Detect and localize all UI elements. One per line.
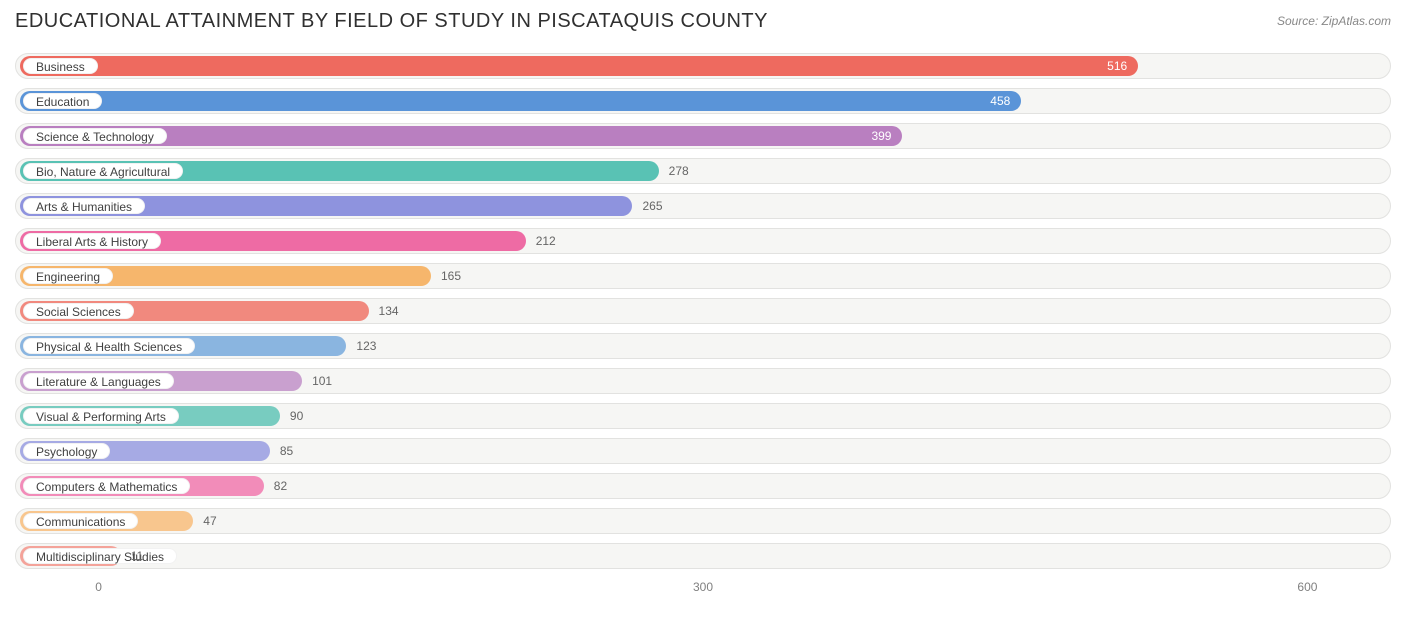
bar-row: Communications 47 (15, 506, 1391, 536)
bar-row: Psychology 85 (15, 436, 1391, 466)
bar-fill (20, 56, 1138, 76)
x-axis: 0 300 600 (15, 580, 1391, 600)
bar-row: Engineering 165 (15, 261, 1391, 291)
category-label: Visual & Performing Arts (23, 408, 179, 424)
x-axis-tick: 600 (1297, 580, 1317, 594)
value-label: 82 (274, 478, 287, 494)
value-label: 134 (379, 303, 399, 319)
chart-area: Business 516 Education 458 Science & Technol… (15, 51, 1391, 606)
bar-track (15, 543, 1391, 569)
value-label: 123 (356, 338, 376, 354)
value-label: 90 (290, 408, 303, 424)
bar-fill (20, 91, 1021, 111)
category-label: Bio, Nature & Agricultural (23, 163, 183, 179)
value-label: 516 (1107, 58, 1127, 74)
bar-row: Physical & Health Sciences 123 (15, 331, 1391, 361)
bar-row: Business 516 (15, 51, 1391, 81)
category-label: Liberal Arts & History (23, 233, 161, 249)
x-axis-tick: 300 (693, 580, 713, 594)
category-label: Business (23, 58, 98, 74)
value-label: 265 (642, 198, 662, 214)
bar-row: Bio, Nature & Agricultural 278 (15, 156, 1391, 186)
bar-row: Computers & Mathematics 82 (15, 471, 1391, 501)
bar-row: Science & Technology 399 (15, 121, 1391, 151)
category-label: Science & Technology (23, 128, 167, 144)
category-label: Arts & Humanities (23, 198, 145, 214)
category-label: Physical & Health Sciences (23, 338, 195, 354)
category-label: Social Sciences (23, 303, 134, 319)
value-label: 278 (669, 163, 689, 179)
category-label: Computers & Mathematics (23, 478, 190, 494)
bar-row: Visual & Performing Arts 90 (15, 401, 1391, 431)
value-label: 11 (131, 548, 143, 564)
category-label: Psychology (23, 443, 110, 459)
value-label: 399 (871, 128, 891, 144)
category-label: Engineering (23, 268, 113, 284)
bar-row: Liberal Arts & History 212 (15, 226, 1391, 256)
bar-row: Social Sciences 134 (15, 296, 1391, 326)
value-label: 101 (312, 373, 332, 389)
value-label: 165 (441, 268, 461, 284)
value-label: 212 (536, 233, 556, 249)
bar-row: Multidisciplinary Studies11 (15, 541, 1391, 571)
value-label: 458 (990, 93, 1010, 109)
bar-track (15, 508, 1391, 534)
bar-row: Literature & Languages 101 (15, 366, 1391, 396)
category-label: Communications (23, 513, 138, 529)
category-label: Multidisciplinary Studies (23, 548, 177, 564)
bar-row: Education 458 (15, 86, 1391, 116)
chart-title: EDUCATIONAL ATTAINMENT BY FIELD OF STUDY… (15, 10, 768, 33)
source-attribution: Source: ZipAtlas.com (1277, 14, 1391, 28)
x-axis-tick: 0 (95, 580, 102, 594)
value-label: 85 (280, 443, 293, 459)
value-label: 47 (203, 513, 216, 529)
bars-container: Business 516 Education 458 Science & Technol… (15, 51, 1391, 576)
category-label: Education (23, 93, 102, 109)
category-label: Literature & Languages (23, 373, 174, 389)
bar-row: Arts & Humanities 265 (15, 191, 1391, 221)
